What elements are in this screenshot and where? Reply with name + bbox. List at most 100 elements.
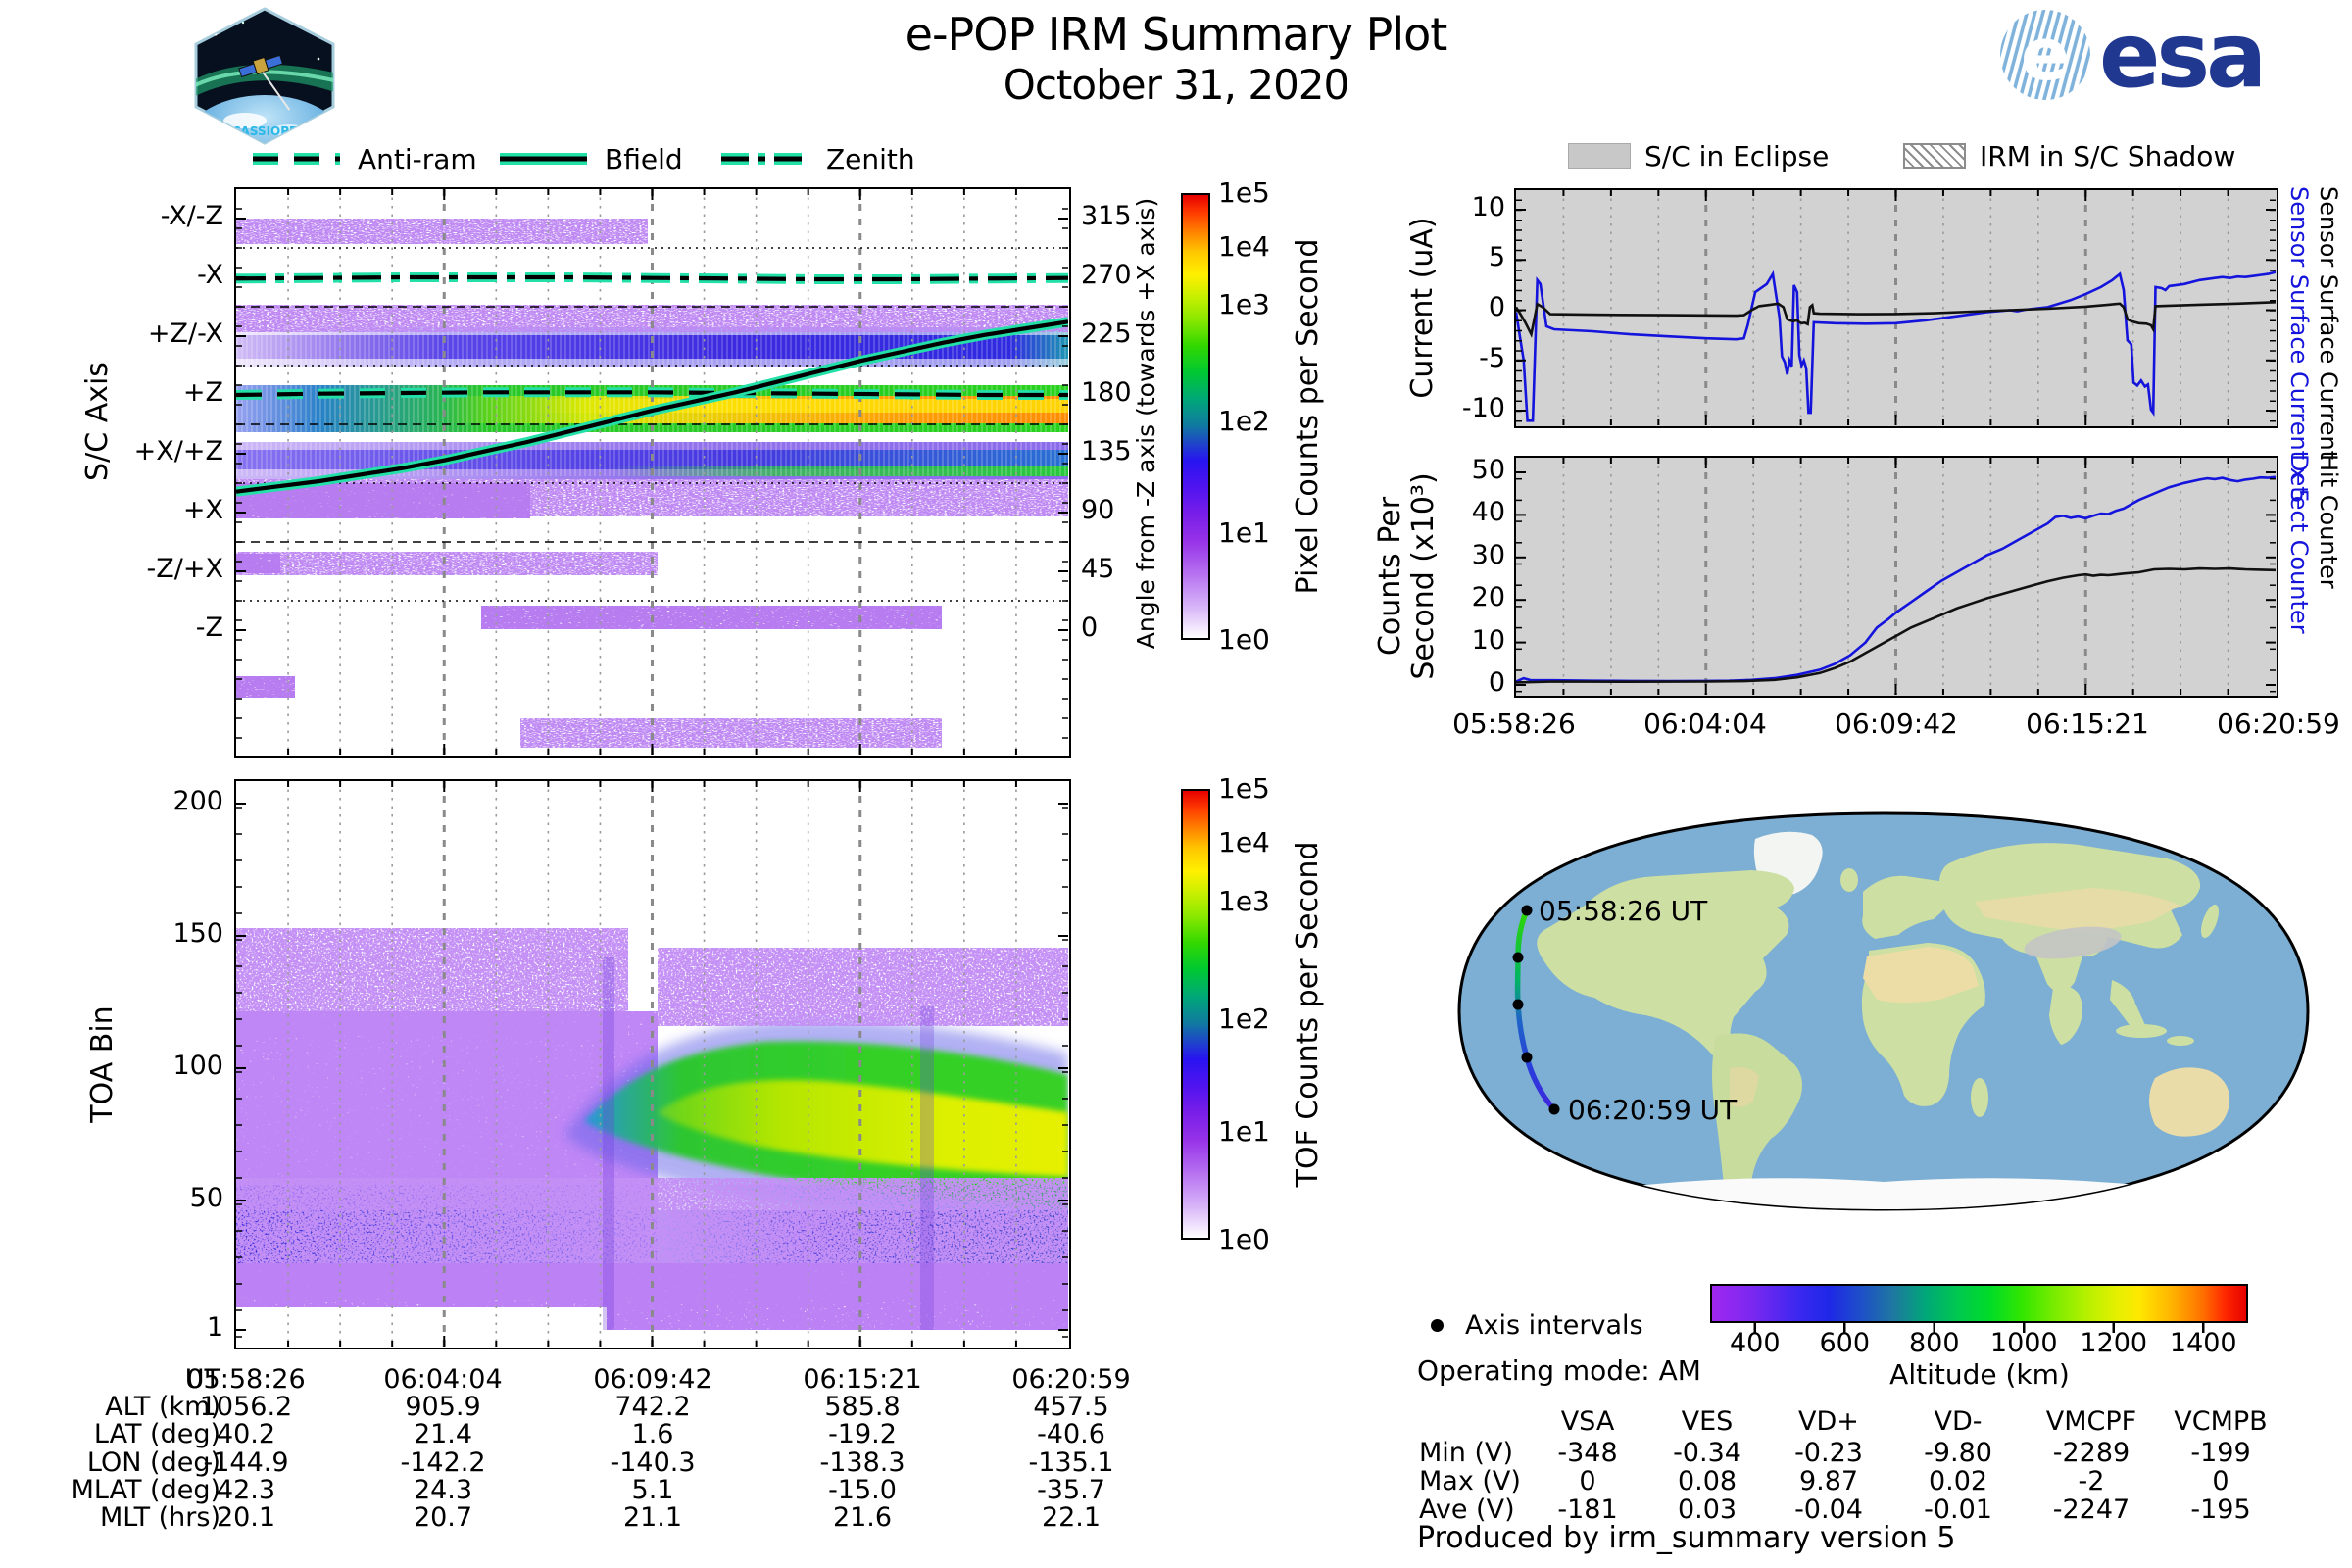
altitude-tick: 400 [1729, 1328, 1781, 1358]
ephemeris-cell: -15.0 [828, 1474, 897, 1505]
sensor-surface-current-x5-curve [1516, 270, 2276, 422]
toa-ytick: 150 [172, 918, 223, 949]
ephemeris-row-label: MLAT (deg) [71, 1474, 220, 1505]
voltage-cell: -195 [2190, 1494, 2251, 1525]
sc-axis-ticks [236, 189, 1068, 755]
voltage-table: VSA VES VD+ VD- VMCPF VCMPB Min (V) -348 -0.34 -0… [1411, 1399, 2352, 1527]
sc-axis-spectrogram [234, 187, 1071, 758]
ephemeris-cell: 457.5 [1033, 1392, 1109, 1423]
track-point [1521, 1052, 1533, 1063]
pixel-cb-tick: 1e3 [1218, 288, 1270, 320]
sc-angle-tick: 90 [1081, 495, 1115, 525]
ephemeris-cell: 1056.2 [199, 1392, 293, 1423]
sc-sector-label: +X/+Z [133, 436, 223, 466]
ephemeris-cell: 22.1 [1041, 1502, 1102, 1533]
track-point [1512, 999, 1524, 1010]
ephemeris-cell: 585.8 [824, 1392, 901, 1423]
page-title: e-POP IRM Summary Plot October 31, 2020 [686, 8, 1666, 109]
current-ytick: 0 [1488, 292, 1505, 322]
current-right-label-black: Sensor Surface Current [2315, 186, 2342, 461]
esa-logo: e esa [1989, 8, 2347, 106]
esa-logo-icon: e esa [2000, 8, 2267, 106]
tof-cb-tick: 1e5 [1218, 772, 1270, 805]
anti-ram-label: Anti-ram [358, 143, 477, 175]
counts-ytick: 40 [1471, 497, 1505, 527]
produced-by: Produced by irm_summary version 5 [1417, 1521, 1956, 1555]
altitude-tick: 1000 [1989, 1328, 2058, 1358]
voltage-column-header: VCMPB [2174, 1406, 2268, 1437]
ephemeris-row-label: MLT (hrs) [99, 1502, 220, 1533]
current-right-label-blue: Sensor Surface Current x 5 [2285, 186, 2313, 504]
shadow-swatch-icon [1903, 143, 1966, 169]
voltage-cell: -0.01 [1924, 1494, 1992, 1525]
toa-ytick: 1 [206, 1312, 223, 1343]
altitude-tick: 1200 [2080, 1328, 2148, 1358]
ephemeris-cell: 21.6 [832, 1502, 893, 1533]
ephemeris-cell: -144.9 [203, 1446, 289, 1478]
ephemeris-cell: -135.1 [1028, 1446, 1114, 1478]
sc-angle-tick: 180 [1081, 377, 1132, 408]
altitude-tick: 600 [1819, 1328, 1871, 1358]
operating-mode: Operating mode: AM [1417, 1354, 1701, 1387]
hit-counter-curve [1516, 566, 2276, 684]
voltage-cell: 0.02 [1928, 1466, 1988, 1496]
axis-intervals-label: Axis intervals [1465, 1310, 1643, 1341]
toa-gridlines [287, 781, 1017, 1347]
sc-angle-tick: 45 [1081, 554, 1115, 584]
ephemeris-row-label: LON (deg) [86, 1446, 220, 1478]
sc-sector-label: +Z [182, 377, 223, 408]
pixel-cb-tick: 1e5 [1218, 176, 1270, 209]
voltage-cell: -2289 [2052, 1438, 2131, 1468]
ephemeris-cell: 905.9 [405, 1392, 481, 1423]
ephemeris-cell: 21.4 [413, 1419, 473, 1450]
eclipse-swatch-icon [1568, 143, 1631, 169]
cassiope-patch-icon: CASSIOPE [194, 7, 335, 145]
ephemeris-cell: 20.1 [216, 1502, 276, 1533]
current-ytick: 10 [1471, 192, 1505, 222]
altitude-tick: 800 [1908, 1328, 1960, 1358]
orbit-track: 05:58:26 UT 06:20:59 UT [1512, 895, 1738, 1126]
ephemeris-cell: -35.7 [1037, 1474, 1105, 1505]
ephemeris-cell: 06:04:04 [383, 1364, 503, 1395]
eclipse-label: S/C in Eclipse [1644, 140, 1830, 172]
altitude-colorbar [1710, 1284, 2248, 1323]
voltage-column-header: VMCPF [2045, 1406, 2137, 1437]
ephemeris-cell: 21.1 [622, 1502, 683, 1533]
ephemeris-cell: 24.3 [413, 1474, 473, 1505]
ephemeris-cell: -40.6 [1037, 1419, 1105, 1450]
continents [1537, 831, 2274, 1209]
current-ytick: -10 [1461, 393, 1505, 423]
track-point [1521, 905, 1533, 916]
toa-spectrogram [234, 779, 1071, 1349]
voltage-cell: -2247 [2052, 1494, 2131, 1525]
pixel-cb-tick: 1e2 [1218, 404, 1270, 437]
ephemeris-cell: 06:20:59 [1011, 1364, 1131, 1395]
current-plot-canvas [1516, 190, 2276, 425]
voltage-cell: -0.23 [1794, 1438, 1863, 1468]
current-ytick: 5 [1488, 242, 1505, 272]
voltage-row-label: Ave (V) [1419, 1494, 1515, 1525]
counts-ytick: 30 [1471, 540, 1505, 570]
ephemeris-cell: -140.3 [610, 1446, 696, 1478]
ephemeris-cell: 05:58:26 [186, 1364, 306, 1395]
sc-sector-label: -X [197, 260, 223, 290]
counts-ytick: 20 [1471, 582, 1505, 612]
esa-logo-text: esa [2099, 8, 2263, 106]
ephemeris-cell: -19.2 [828, 1419, 897, 1450]
pixel-cb-tick: 1e1 [1218, 515, 1270, 549]
time-tick: 05:58:26 [1452, 708, 1576, 740]
anti-ram-line-icon [253, 153, 340, 165]
ephemeris-cell: 742.2 [614, 1392, 691, 1423]
track-start-label: 05:58:26 UT [1539, 895, 1708, 927]
sc-angle-tick: 0 [1081, 612, 1099, 643]
ephemeris-cell: 42.3 [216, 1474, 276, 1505]
voltage-row-label: Max (V) [1419, 1466, 1521, 1496]
bfield-label: Bfield [605, 143, 683, 175]
ephemeris-cell: 20.7 [413, 1502, 473, 1533]
voltage-column-header: VSA [1560, 1406, 1615, 1437]
voltage-column-header: VD- [1934, 1406, 1983, 1437]
sc-angle-tick: 315 [1081, 201, 1132, 231]
track-point [1548, 1103, 1560, 1115]
counts-ytick: 50 [1471, 455, 1505, 485]
toa-spectrogram-canvas [236, 781, 1068, 1347]
